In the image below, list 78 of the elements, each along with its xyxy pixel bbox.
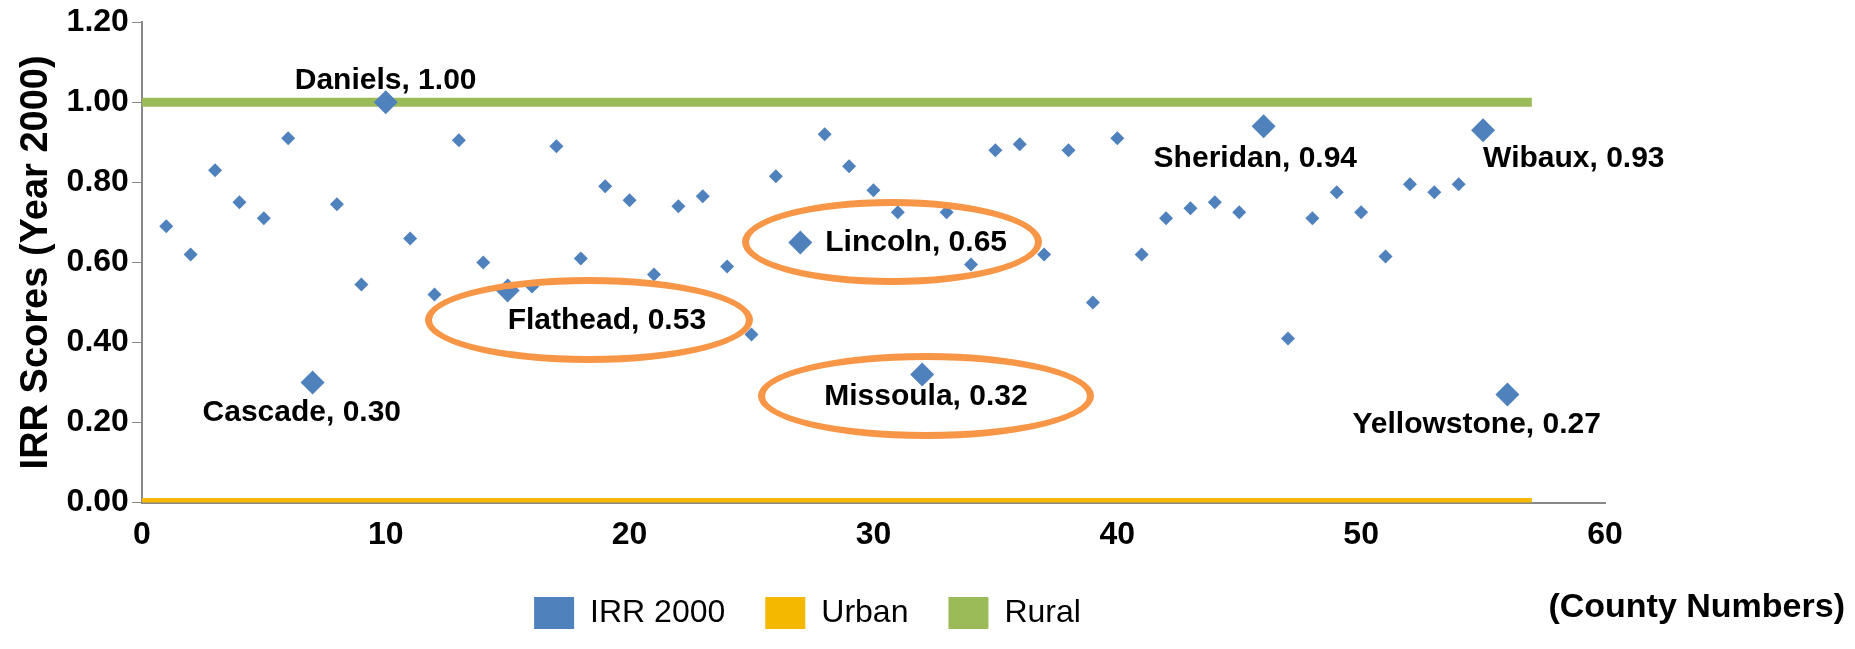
annotation: Sheridan, 0.94	[1153, 139, 1358, 173]
point	[1134, 247, 1149, 262]
annotation: Daniels, 1.00	[294, 61, 477, 95]
x-axis-title: (County Numbers)	[1548, 586, 1845, 625]
x-tick-label: 20	[611, 514, 648, 551]
point	[281, 131, 296, 146]
annotation: Missoula, 0.32	[824, 377, 1028, 411]
annotation: Wibaux, 0.93	[1483, 139, 1665, 173]
point	[1012, 137, 1027, 152]
point	[842, 159, 857, 174]
point	[1329, 185, 1344, 200]
point	[1251, 114, 1276, 139]
point	[1232, 205, 1247, 220]
point	[1110, 131, 1125, 146]
point	[427, 287, 442, 302]
point	[890, 205, 905, 220]
point	[646, 267, 661, 282]
y-tick-label: 1.20	[66, 2, 129, 39]
point	[1061, 143, 1076, 158]
point	[963, 257, 978, 272]
point	[1183, 201, 1198, 216]
point	[1085, 295, 1100, 310]
y-tick-label: 0.60	[66, 242, 129, 279]
x-tick-label: 60	[1587, 514, 1623, 551]
point	[866, 183, 881, 198]
point	[768, 169, 783, 184]
legend-label: IRR 2000	[590, 592, 726, 629]
point	[988, 143, 1003, 158]
point	[1354, 205, 1369, 220]
point	[1495, 382, 1520, 407]
legend-label: Urban	[821, 592, 909, 629]
point	[695, 189, 710, 204]
point	[1402, 177, 1417, 192]
y-tick-label: 0.20	[66, 402, 129, 439]
point	[817, 127, 832, 142]
point	[1037, 247, 1052, 262]
point	[1280, 331, 1295, 346]
point	[476, 255, 491, 270]
annotation: Yellowstone, 0.27	[1352, 405, 1601, 439]
x-tick-label: 40	[1099, 514, 1136, 551]
point	[744, 327, 759, 342]
point	[598, 179, 613, 194]
point	[256, 211, 271, 226]
point	[1427, 185, 1442, 200]
y-tick-label: 1.00	[66, 82, 129, 119]
point	[159, 219, 174, 234]
y-axis-title: IRR Scores (Year 2000)	[13, 55, 56, 470]
point	[183, 247, 198, 262]
point	[403, 231, 418, 246]
x-tick-label: 10	[367, 514, 404, 551]
point	[1159, 211, 1174, 226]
legend-label: Rural	[1004, 592, 1081, 629]
point	[671, 199, 686, 214]
point	[549, 139, 564, 154]
point	[788, 230, 813, 255]
x-tick-label: 30	[855, 514, 892, 551]
y-tick-label: 0.80	[66, 162, 129, 199]
point	[1305, 211, 1320, 226]
point	[1471, 118, 1496, 143]
y-tick-label: 0.00	[66, 482, 129, 519]
y-tick-label: 0.40	[66, 322, 129, 359]
point	[232, 195, 247, 210]
point	[329, 197, 344, 212]
point	[1451, 177, 1466, 192]
annotation: Flathead, 0.53	[507, 301, 707, 335]
point	[1207, 195, 1222, 210]
x-tick-label: 0	[132, 514, 151, 551]
annotation: Cascade, 0.30	[202, 393, 402, 427]
point	[300, 370, 325, 395]
annotation: Lincoln, 0.65	[825, 223, 1007, 257]
x-tick-label: 50	[1343, 514, 1379, 551]
point	[622, 193, 637, 208]
point	[451, 133, 466, 148]
point	[573, 251, 588, 266]
point	[1378, 249, 1393, 264]
point	[354, 277, 369, 292]
point	[208, 163, 223, 178]
point	[720, 259, 735, 274]
